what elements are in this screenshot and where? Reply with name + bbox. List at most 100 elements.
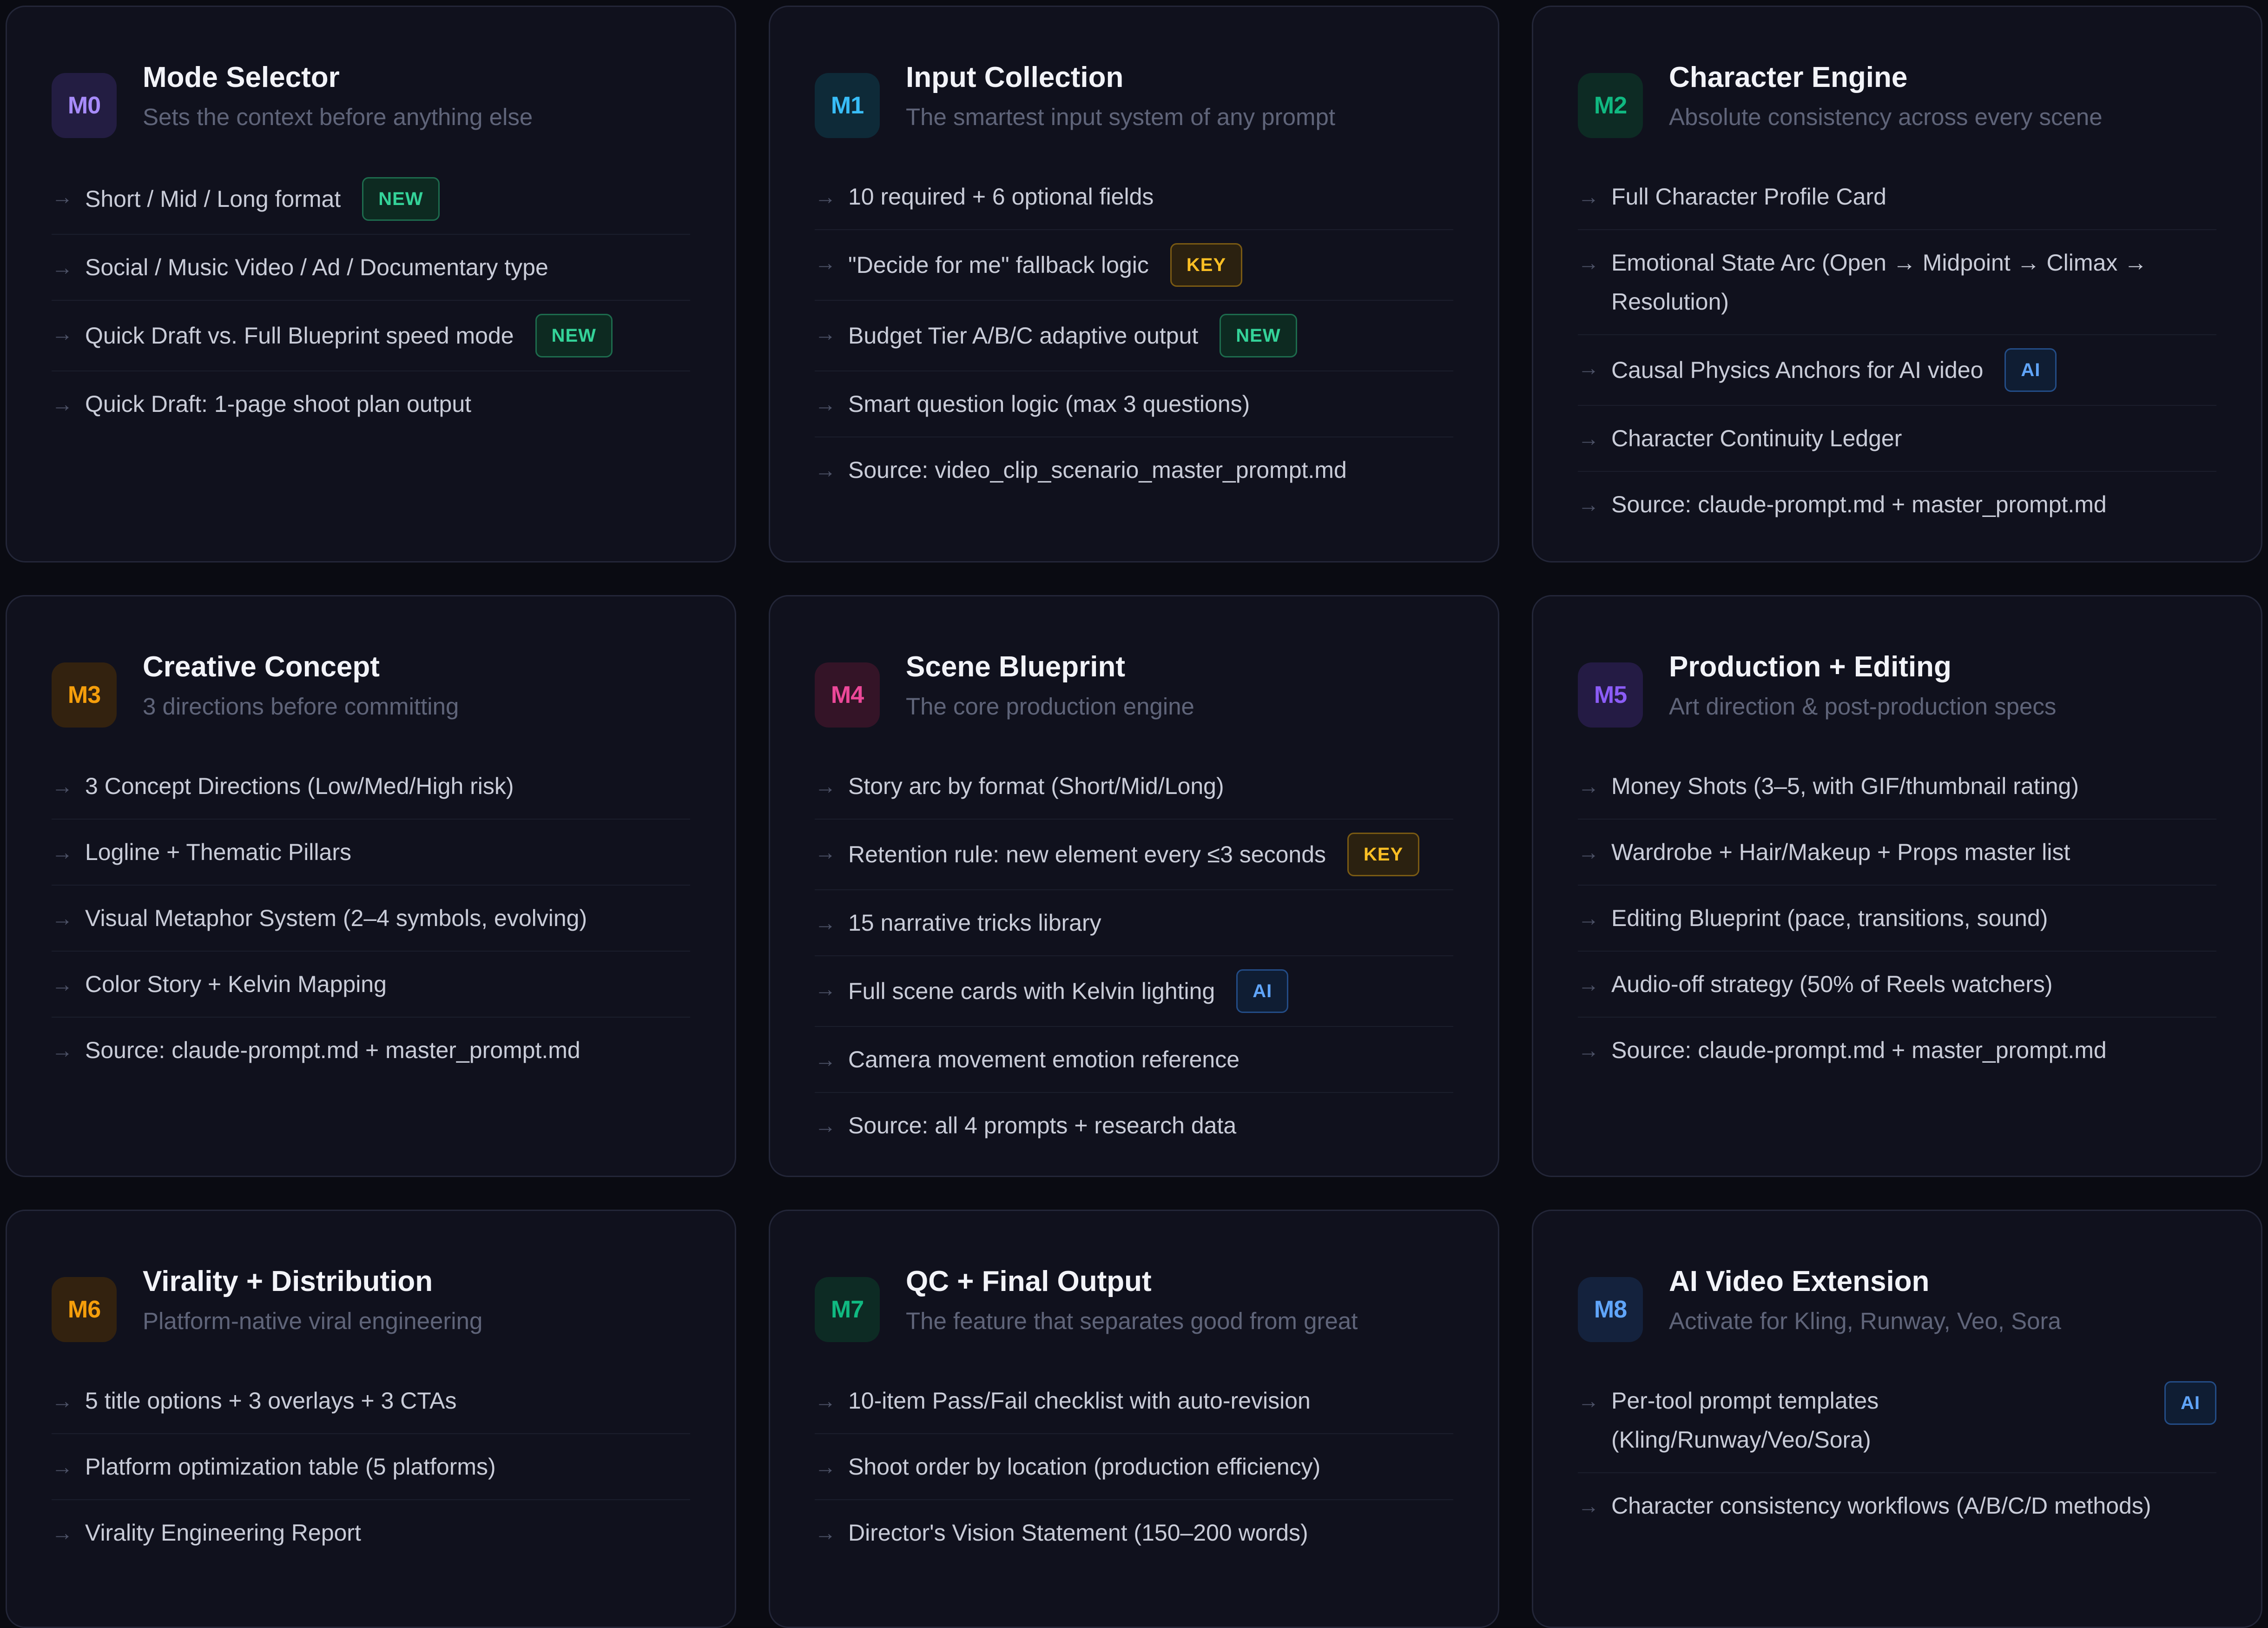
arrow-right-icon: → bbox=[815, 1455, 836, 1479]
feature-item: → Source: claude-prompt.md + master_promp… bbox=[52, 1018, 690, 1083]
arrow-right-icon: → bbox=[1578, 1494, 1599, 1518]
arrow-right-icon: → bbox=[1578, 492, 1599, 516]
arrow-right-icon: → bbox=[1578, 774, 1599, 798]
module-code-badge: M3 bbox=[52, 662, 117, 728]
feature-item-text: Character Continuity Ledger bbox=[1611, 425, 1902, 451]
key-tag: KEY bbox=[1170, 243, 1243, 287]
arrow-right-icon: → bbox=[1578, 840, 1599, 864]
feature-item: → Quick Draft vs. Full Blueprint speed mo… bbox=[52, 301, 690, 371]
feature-item: → Platform optimization table (5 platform… bbox=[52, 1434, 690, 1500]
feature-item: → Source: all 4 prompts + research data bbox=[815, 1093, 1453, 1158]
feature-item: → 5 title options + 3 overlays + 3 CTAs bbox=[52, 1381, 690, 1434]
feature-item-text: Smart question logic (max 3 questions) bbox=[848, 391, 1250, 417]
arrow-right-icon: → bbox=[52, 1038, 73, 1062]
module-title: AI Video Extension bbox=[1669, 1265, 1930, 1297]
feature-item: → Character Continuity Ledger bbox=[1578, 406, 2216, 472]
feature-item-text: Money Shots (3–5, with GIF/thumbnail rat… bbox=[1611, 773, 2079, 799]
feature-item: → Source: claude-prompt.md + master_promp… bbox=[1578, 472, 2216, 537]
module-header: M0 Mode Selector Sets the context before a… bbox=[52, 60, 707, 138]
arrow-right-icon: → bbox=[52, 1455, 73, 1479]
feature-item-text: Director's Vision Statement (150–200 wor… bbox=[848, 1520, 1308, 1546]
feature-item: → Short / Mid / Long format NEW bbox=[52, 177, 690, 235]
arrow-right-icon: → bbox=[52, 972, 73, 996]
module-subtitle: 3 directions before committing bbox=[143, 693, 459, 720]
arrow-right-icon: → bbox=[815, 321, 836, 345]
module-header: M6 Virality + Distribution Platform-native… bbox=[52, 1264, 707, 1342]
arrow-right-icon: → bbox=[1578, 356, 1599, 380]
module-title: Input Collection bbox=[906, 61, 1124, 93]
module-subtitle: Absolute consistency across every scene bbox=[1669, 104, 2103, 130]
module-header: M1 Input Collection The smartest input sys… bbox=[815, 60, 1470, 138]
arrow-right-icon: → bbox=[52, 840, 73, 864]
arrow-right-icon: → bbox=[815, 251, 836, 275]
module-card-m0: M0 Mode Selector Sets the context before a… bbox=[6, 6, 736, 563]
feature-item-text: Character consistency workflows (A/B/C/D… bbox=[1611, 1493, 2151, 1519]
ai-tag: AI bbox=[2004, 348, 2057, 392]
feature-list: → 10-item Pass/Fail checklist with auto-r… bbox=[815, 1381, 1453, 1565]
feature-item-text: Per-tool prompt templates (Kling/Runway/… bbox=[1611, 1388, 1879, 1453]
feature-item: → Source: claude-prompt.md + master_promp… bbox=[1578, 1018, 2216, 1083]
feature-item-text: Shoot order by location (production effi… bbox=[848, 1454, 1321, 1480]
ai-tag: AI bbox=[2164, 1381, 2216, 1425]
feature-item-text: Source: video_clip_scenario_master_promp… bbox=[848, 457, 1347, 483]
module-code-badge: M2 bbox=[1578, 73, 1643, 138]
new-tag: NEW bbox=[362, 177, 440, 221]
feature-list: → 3 Concept Directions (Low/Med/High risk… bbox=[52, 767, 690, 1083]
module-subtitle: Platform-native viral engineering bbox=[143, 1308, 483, 1334]
feature-item-text: Short / Mid / Long format bbox=[85, 186, 341, 212]
feature-item: → Color Story + Kelvin Mapping bbox=[52, 952, 690, 1018]
arrow-right-icon: → bbox=[815, 840, 836, 864]
arrow-right-icon: → bbox=[52, 255, 73, 279]
module-card-m4: M4 Scene Blueprint The core production eng… bbox=[769, 595, 1499, 1177]
feature-item: → Virality Engineering Report bbox=[52, 1500, 690, 1565]
feature-item-text: Logline + Thematic Pillars bbox=[85, 839, 351, 865]
feature-item-text: Wardrobe + Hair/Makeup + Props master li… bbox=[1611, 839, 2070, 865]
module-title: Creative Concept bbox=[143, 651, 380, 683]
feature-item: → Shoot order by location (production eff… bbox=[815, 1434, 1453, 1500]
feature-item-text: Source: claude-prompt.md + master_prompt… bbox=[1611, 1037, 2107, 1063]
ai-tag: AI bbox=[1236, 969, 1289, 1013]
feature-item: → Wardrobe + Hair/Makeup + Props master l… bbox=[1578, 820, 2216, 886]
module-code-badge: M5 bbox=[1578, 662, 1643, 728]
module-code-badge: M1 bbox=[815, 73, 880, 138]
feature-item-text: 5 title options + 3 overlays + 3 CTAs bbox=[85, 1388, 457, 1414]
module-header: M2 Character Engine Absolute consistency a… bbox=[1578, 60, 2233, 138]
module-code-badge: M7 bbox=[815, 1277, 880, 1342]
module-card-m7: M7 QC + Final Output The feature that sepa… bbox=[769, 1210, 1499, 1628]
feature-item: → Money Shots (3–5, with GIF/thumbnail ra… bbox=[1578, 767, 2216, 820]
feature-item: → Story arc by format (Short/Mid/Long) bbox=[815, 767, 1453, 820]
feature-list: → 10 required + 6 optional fields → "Decide… bbox=[815, 177, 1453, 503]
feature-item-text: Source: all 4 prompts + research data bbox=[848, 1112, 1237, 1138]
arrow-right-icon: → bbox=[52, 906, 73, 930]
module-subtitle: The feature that separates good from gre… bbox=[906, 1308, 1358, 1334]
module-title: Scene Blueprint bbox=[906, 651, 1125, 683]
feature-item: → Source: video_clip_scenario_master_prom… bbox=[815, 437, 1453, 503]
key-tag: KEY bbox=[1347, 833, 1420, 876]
arrow-right-icon: → bbox=[1578, 972, 1599, 996]
feature-item-text: Causal Physics Anchors for AI video bbox=[1611, 357, 1984, 383]
module-subtitle: The core production engine bbox=[906, 693, 1194, 720]
arrow-right-icon: → bbox=[52, 1389, 73, 1413]
feature-item-text: Quick Draft: 1-page shoot plan output bbox=[85, 391, 472, 417]
arrow-right-icon: → bbox=[1578, 426, 1599, 450]
feature-item-text: 15 narrative tricks library bbox=[848, 910, 1101, 936]
arrow-right-icon: → bbox=[815, 185, 836, 209]
feature-item-text: "Decide for me" fallback logic bbox=[848, 252, 1149, 278]
feature-item-text: Visual Metaphor System (2–4 symbols, evo… bbox=[85, 905, 587, 931]
feature-item: → Character consistency workflows (A/B/C/… bbox=[1578, 1473, 2216, 1538]
feature-item: → Logline + Thematic Pillars bbox=[52, 820, 690, 886]
feature-item-text: 10-item Pass/Fail checklist with auto-re… bbox=[848, 1388, 1311, 1414]
module-title: QC + Final Output bbox=[906, 1265, 1152, 1297]
feature-list: → Full Character Profile Card → Emotional S… bbox=[1578, 177, 2216, 537]
arrow-right-icon: → bbox=[1578, 185, 1599, 209]
feature-list: → Story arc by format (Short/Mid/Long) → Re… bbox=[815, 767, 1453, 1158]
feature-item-text: Full scene cards with Kelvin lighting bbox=[848, 978, 1215, 1004]
feature-item: → Full Character Profile Card bbox=[1578, 177, 2216, 230]
feature-item: → Emotional State Arc (Open → Midpoint → … bbox=[1578, 230, 2216, 335]
feature-item-text: Emotional State Arc (Open → Midpoint → C… bbox=[1611, 250, 2148, 315]
feature-item: → Social / Music Video / Ad / Documentary… bbox=[52, 235, 690, 301]
feature-item: → 15 narrative tricks library bbox=[815, 890, 1453, 956]
arrow-right-icon: → bbox=[815, 977, 836, 1001]
module-subtitle: Sets the context before anything else bbox=[143, 104, 533, 130]
arrow-right-icon: → bbox=[815, 1521, 836, 1545]
